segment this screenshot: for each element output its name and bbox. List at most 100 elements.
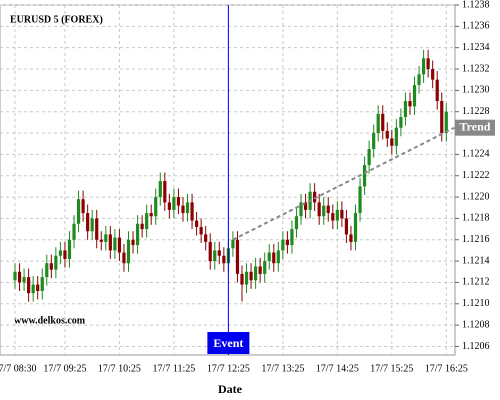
candle-body bbox=[95, 218, 99, 240]
candle-body bbox=[76, 199, 81, 224]
candle-body bbox=[213, 250, 217, 262]
candle-body bbox=[376, 113, 380, 134]
candle-body bbox=[222, 255, 226, 264]
candle-body bbox=[267, 252, 271, 262]
candle-body bbox=[172, 197, 176, 210]
y-tick-label: 1.1228 bbox=[462, 106, 490, 117]
y-tick-label: 1.1218 bbox=[462, 213, 490, 224]
candle-body bbox=[108, 234, 112, 251]
x-tick-label: 17/7 10:25 bbox=[98, 363, 141, 374]
candle-body bbox=[185, 202, 190, 214]
candle-body bbox=[154, 197, 158, 217]
x-tick-label: 17/7 15:25 bbox=[370, 363, 413, 374]
candle-body bbox=[22, 277, 26, 283]
candle-body bbox=[299, 202, 303, 217]
candle-body bbox=[31, 284, 35, 294]
x-tick-label: 17/7 11:25 bbox=[153, 363, 196, 374]
event-label-box bbox=[207, 332, 250, 354]
candle-body bbox=[317, 202, 321, 217]
candle-body bbox=[204, 234, 208, 242]
candle-body bbox=[335, 209, 339, 221]
candle-body bbox=[181, 205, 185, 214]
x-tick-label: 17/7 14:25 bbox=[316, 363, 359, 374]
candle-body bbox=[217, 250, 221, 256]
candle-body bbox=[313, 191, 317, 203]
candle-body bbox=[81, 199, 85, 214]
candle-body bbox=[163, 181, 167, 203]
y-tick-label: 1.1230 bbox=[462, 85, 490, 96]
candle-body bbox=[40, 277, 44, 291]
candle-body bbox=[126, 239, 131, 264]
candle-body bbox=[358, 186, 362, 214]
candle-body bbox=[353, 213, 358, 242]
candle-body bbox=[340, 209, 344, 219]
candle-body bbox=[263, 261, 267, 274]
candle-body bbox=[367, 149, 371, 166]
candle-body bbox=[145, 213, 149, 230]
candle-body bbox=[349, 234, 353, 242]
candle-body bbox=[303, 202, 308, 210]
candle-body bbox=[167, 202, 171, 210]
x-tick-label: 17/7 08:30 bbox=[0, 363, 37, 374]
candle-body bbox=[199, 226, 203, 235]
candle-body bbox=[249, 271, 253, 281]
candle-body bbox=[231, 239, 235, 249]
candle-body bbox=[444, 111, 448, 134]
candle-body bbox=[195, 220, 199, 227]
candle-body bbox=[258, 266, 262, 274]
candle-body bbox=[36, 284, 40, 291]
candle-body bbox=[408, 101, 412, 107]
x-axis-title: Date bbox=[218, 382, 243, 396]
candle-body bbox=[294, 216, 299, 230]
candle-body bbox=[113, 237, 117, 251]
candle-body bbox=[90, 218, 94, 232]
candle-body bbox=[440, 101, 444, 134]
watermark: www.delkos.com bbox=[14, 315, 86, 326]
candle-body bbox=[99, 239, 103, 242]
candle-body bbox=[403, 101, 408, 118]
candle-body bbox=[290, 229, 294, 246]
candle-body bbox=[149, 213, 153, 217]
candle-body bbox=[45, 263, 49, 278]
x-tick-label: 17/7 16:25 bbox=[425, 363, 468, 374]
candle-body bbox=[285, 239, 289, 246]
y-tick-label: 1.1222 bbox=[462, 170, 490, 181]
x-tick-label: 17/7 09:25 bbox=[43, 363, 86, 374]
candle-body bbox=[54, 255, 58, 270]
candle-body bbox=[13, 271, 17, 281]
y-tick-label: 1.1234 bbox=[462, 42, 490, 53]
y-tick-label: 1.1232 bbox=[462, 63, 490, 74]
candle-body bbox=[117, 237, 122, 253]
y-tick-label: 1.1224 bbox=[462, 149, 490, 160]
trend-label: Trend bbox=[460, 119, 491, 133]
candle-body bbox=[322, 205, 326, 217]
y-tick-label: 1.1212 bbox=[462, 277, 490, 288]
candle-body bbox=[385, 130, 389, 139]
candle-body bbox=[135, 223, 140, 246]
candle-body bbox=[331, 213, 335, 221]
x-tick-label: 17/7 12:25 bbox=[207, 363, 250, 374]
candle-body bbox=[422, 58, 426, 75]
y-tick-label: 1.1210 bbox=[462, 298, 490, 309]
candle-body bbox=[344, 218, 349, 235]
candle-body bbox=[276, 250, 280, 264]
candle-body bbox=[63, 250, 67, 259]
candle-body bbox=[58, 250, 62, 256]
candle-body bbox=[272, 252, 276, 264]
y-tick-label: 1.1238 bbox=[462, 0, 490, 10]
candle-body bbox=[140, 223, 144, 230]
candle-body bbox=[27, 277, 31, 294]
candle-body bbox=[435, 79, 439, 102]
y-tick-label: 1.1208 bbox=[462, 319, 490, 330]
candle-body bbox=[86, 213, 90, 232]
candle-body bbox=[372, 133, 376, 150]
candle-body bbox=[362, 165, 367, 187]
candle-body bbox=[104, 234, 108, 242]
event-label: Event bbox=[213, 336, 243, 350]
candle-body bbox=[235, 239, 240, 274]
candle-body bbox=[244, 271, 249, 285]
candle-body bbox=[122, 252, 126, 264]
chart-title: EURUSD 5 (FOREX) bbox=[10, 14, 103, 25]
y-tick-label: 1.1220 bbox=[462, 191, 490, 202]
